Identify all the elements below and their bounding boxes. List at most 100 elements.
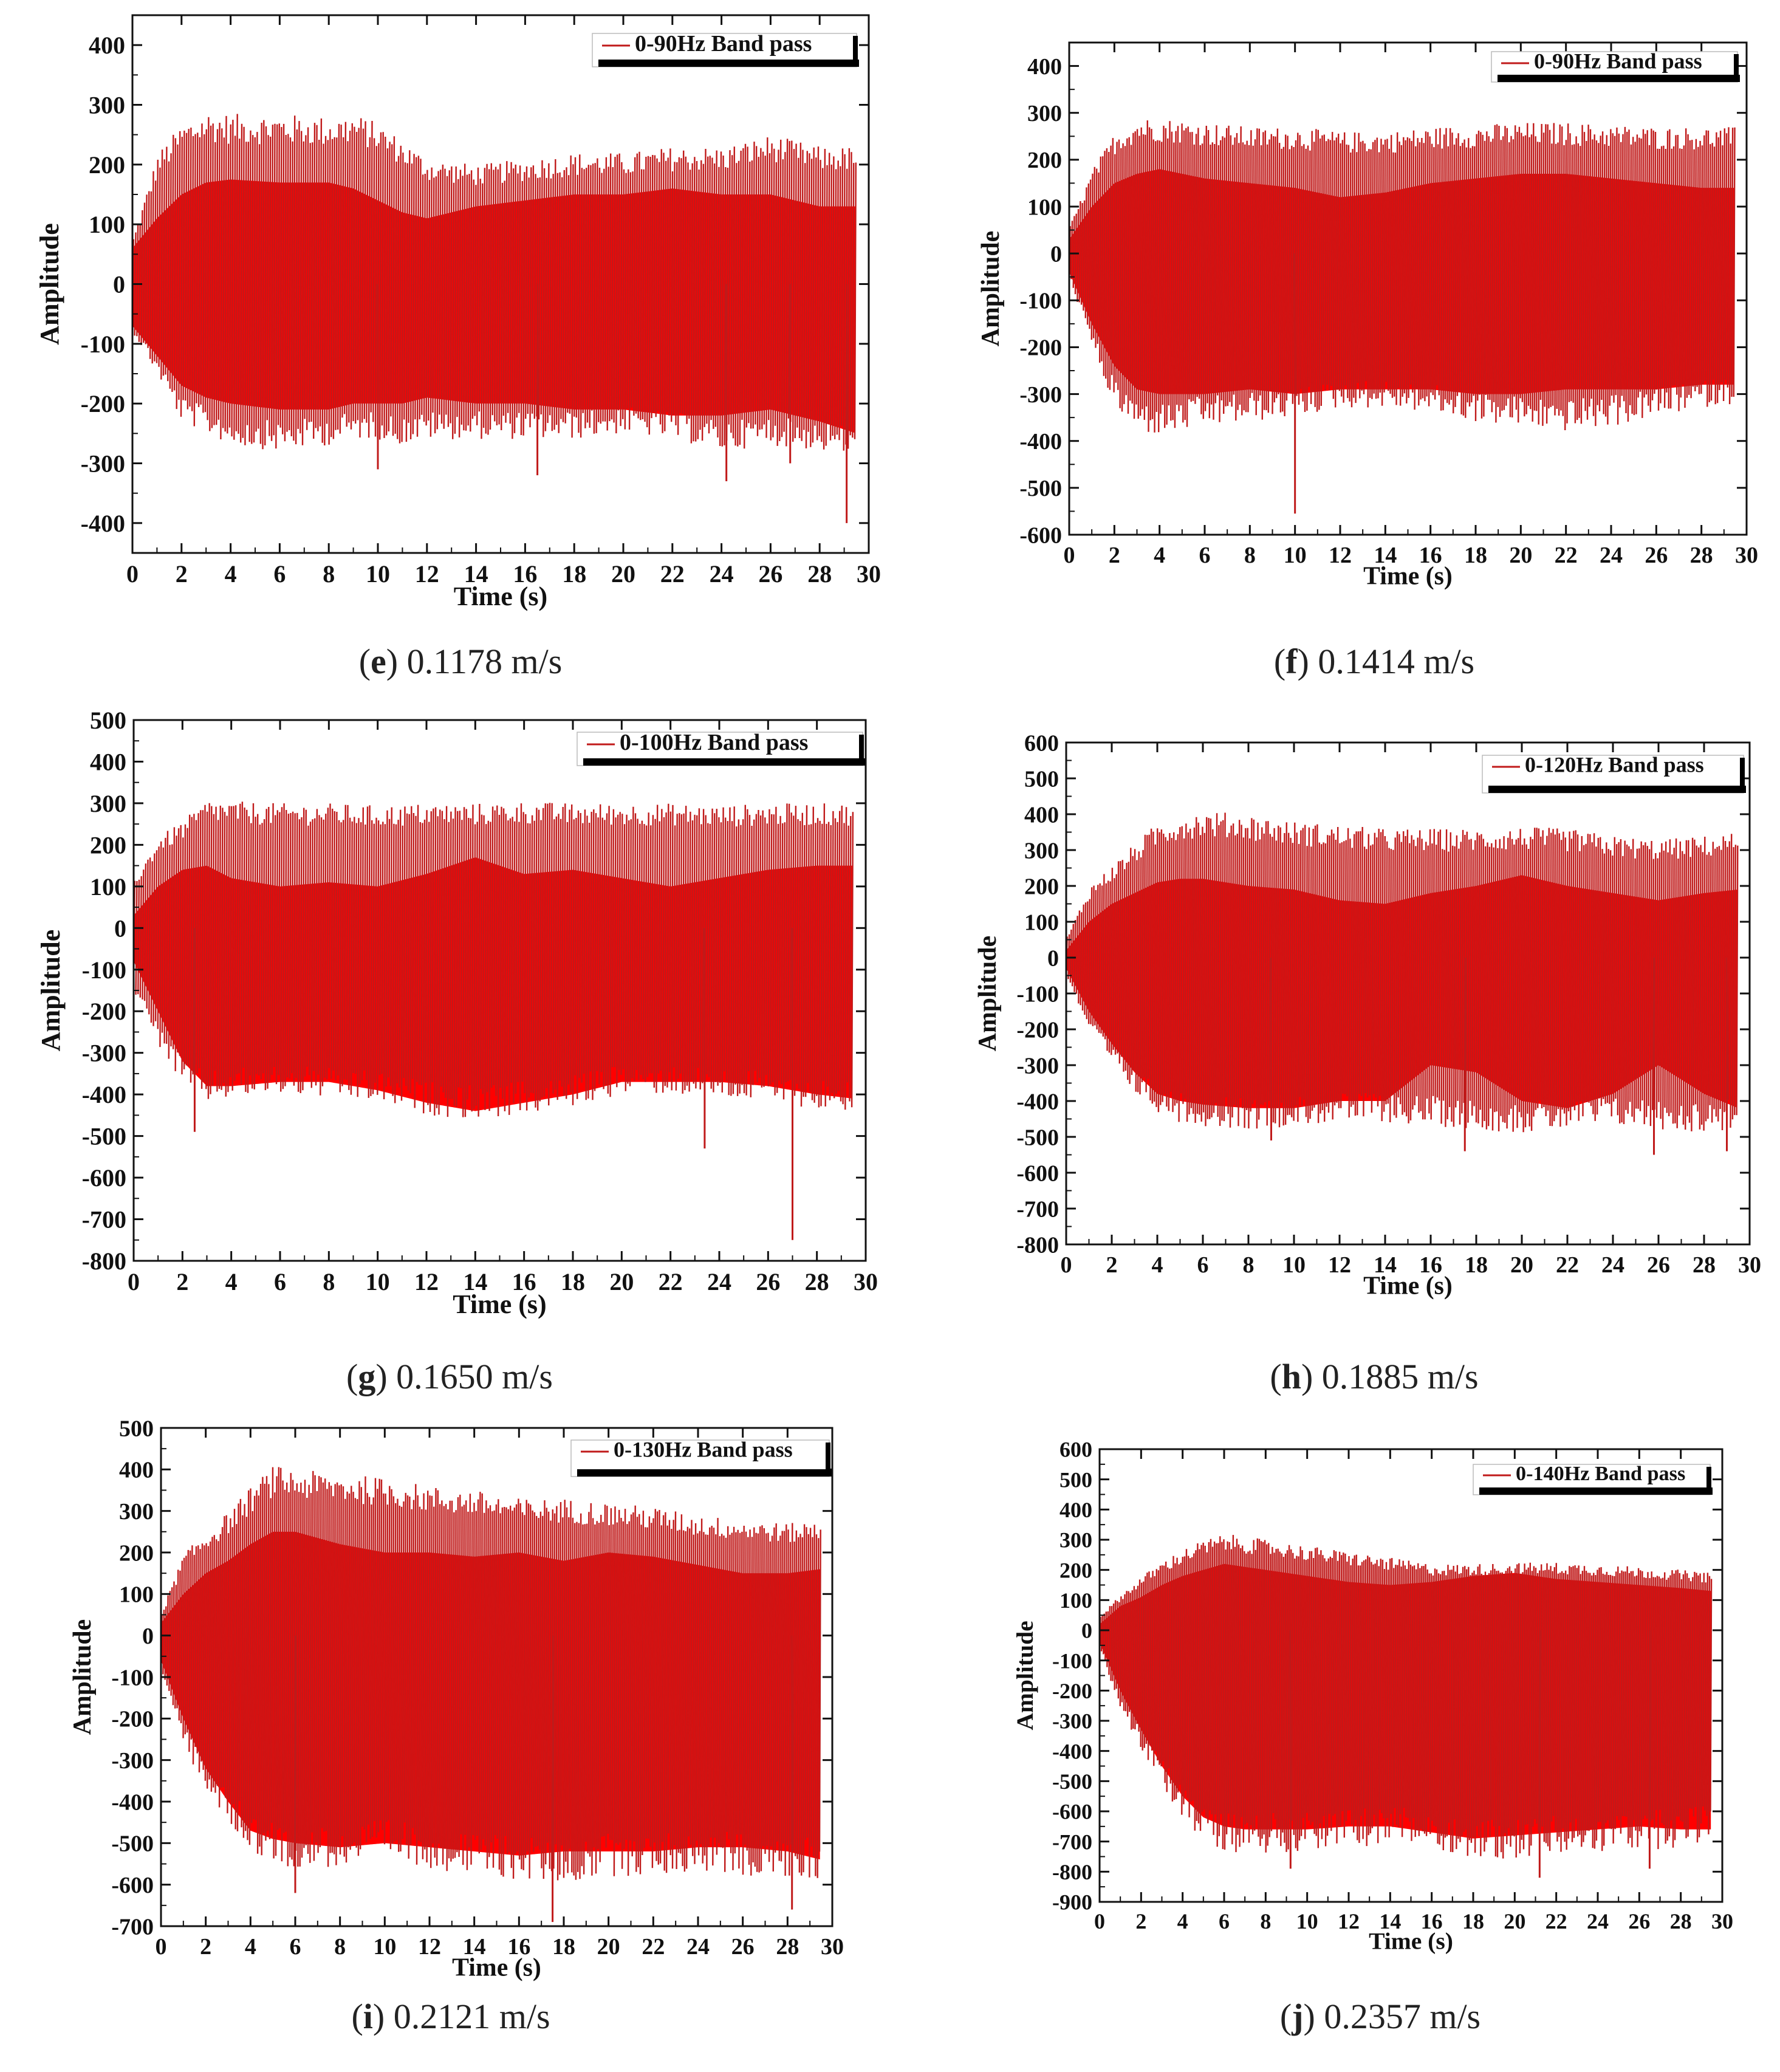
x-tick-label: 26	[731, 1934, 755, 1960]
legend-label: 0-100Hz Band pass	[620, 730, 808, 755]
y-tick-label: 400	[90, 748, 126, 775]
y-tick-label: -700	[1016, 1196, 1059, 1222]
y-tick-label: 400	[1059, 1498, 1092, 1522]
y-tick-label: -400	[82, 1081, 126, 1108]
panel-caption-i: (i) 0.2121 m/s	[351, 1997, 550, 2036]
x-tick-label: 18	[562, 560, 586, 588]
x-tick-label: 20	[597, 1934, 620, 1960]
x-tick-label: 18	[1464, 543, 1487, 568]
y-tick-label: 200	[1024, 874, 1059, 899]
y-tick-label: -700	[1052, 1830, 1092, 1854]
x-tick-label: 10	[1282, 1252, 1306, 1278]
x-tick-label: 2	[176, 560, 188, 588]
y-tick-label: -300	[1019, 382, 1062, 408]
y-axis-title: Amplitude	[35, 223, 64, 345]
y-tick-label: -300	[1052, 1709, 1092, 1734]
x-tick-label: 30	[1735, 543, 1758, 568]
y-tick-label: -200	[82, 998, 126, 1025]
y-tick-label: 300	[89, 92, 125, 119]
x-tick-label: 28	[1693, 1252, 1716, 1278]
x-axis-title: Time (s)	[1369, 1927, 1453, 1954]
x-tick-label: 0	[1061, 1252, 1072, 1278]
x-tick-label: 0	[128, 1268, 140, 1295]
x-tick-label: 16	[512, 1268, 536, 1295]
x-tick-label: 8	[323, 560, 335, 588]
y-axis-title: Amplitude	[977, 231, 1005, 346]
y-tick-label: -600	[111, 1873, 154, 1898]
y-tick-label: 500	[1059, 1467, 1092, 1492]
caption-value: ) 0.1414 m/s	[1298, 642, 1475, 681]
x-tick-label: 12	[414, 1268, 439, 1295]
x-tick-label: 28	[807, 560, 832, 588]
legend-h: 0-120Hz Band pass	[1482, 752, 1746, 794]
y-tick-label: 400	[1027, 54, 1062, 80]
y-tick-label: -200	[81, 390, 125, 417]
y-tick-label: -700	[82, 1206, 126, 1233]
y-tick-label: 0	[1047, 945, 1059, 971]
y-tick-label: -500	[1052, 1769, 1092, 1794]
legend-label: 0-90Hz Band pass	[635, 31, 812, 57]
y-tick-label: 400	[89, 32, 125, 59]
legend-e: 0-90Hz Band pass	[592, 31, 859, 67]
x-tick-label: 4	[1177, 1909, 1188, 1933]
caption-paren-open: (	[1274, 642, 1285, 681]
x-tick-label: 8	[1243, 1252, 1255, 1278]
legend-g: 0-100Hz Band pass	[577, 730, 865, 766]
y-tick-label: 100	[1024, 910, 1059, 935]
y-tick-label: 200	[119, 1540, 154, 1566]
x-tick-label: 4	[1152, 1252, 1163, 1278]
x-tick-label: 8	[1244, 543, 1256, 568]
y-tick-label: -200	[1019, 335, 1062, 361]
x-tick-label: 22	[642, 1934, 665, 1960]
y-axis-title: Amplitude	[1012, 1621, 1038, 1730]
x-tick-label: 10	[373, 1934, 396, 1960]
x-tick-label: 24	[710, 560, 734, 588]
x-tick-label: 22	[660, 560, 685, 588]
x-tick-label: 8	[1260, 1909, 1271, 1933]
y-tick-label: -100	[81, 331, 125, 358]
x-tick-label: 16	[1421, 1909, 1443, 1933]
panel-caption-h: (h) 0.1885 m/s	[1270, 1357, 1478, 1396]
x-tick-label: 28	[1690, 543, 1713, 568]
caption-value: ) 0.2357 m/s	[1304, 1997, 1481, 2036]
y-tick-label: -300	[111, 1748, 154, 1774]
x-tick-label: 4	[225, 560, 237, 588]
caption-paren-open: (	[1270, 1357, 1281, 1396]
chart-panel-j: 0 2 4 6 8 10 12 14 16 18 20 22 24 26 28 306005004003002…	[1012, 1438, 1733, 2036]
x-tick-label: 6	[273, 560, 286, 588]
y-tick-label: 600	[1059, 1438, 1092, 1462]
chart-panel-h: 0 2 4 6 8 10 12 14 16 18 20 22 24 26 28 306005004003002…	[974, 730, 1761, 1396]
x-tick-label: 12	[1328, 1252, 1351, 1278]
y-tick-label: -800	[1016, 1232, 1059, 1258]
y-tick-label: -100	[1052, 1648, 1092, 1673]
x-tick-label: 26	[1647, 1252, 1670, 1278]
y-tick-label: 0	[1050, 241, 1062, 267]
x-tick-label: 18	[1462, 1909, 1484, 1933]
x-tick-label: 10	[1296, 1909, 1318, 1933]
y-tick-label: -200	[111, 1707, 154, 1732]
panel-caption-e: (e) 0.1178 m/s	[359, 642, 563, 681]
caption-letter: i	[363, 1997, 373, 2036]
legend-shadow-bottom	[1488, 786, 1746, 793]
legend-shadow-right	[826, 1443, 830, 1477]
legend-label: 0-120Hz Band pass	[1525, 752, 1704, 777]
legend-shadow-right	[1734, 54, 1739, 82]
y-tick-label: -100	[1016, 981, 1059, 1007]
caption-letter: g	[358, 1357, 375, 1396]
x-tick-label: 4	[225, 1268, 238, 1295]
y-axis-title: Amplitude	[36, 930, 66, 1051]
y-tick-label: -100	[111, 1665, 154, 1690]
legend-label: 0-130Hz Band pass	[614, 1437, 793, 1461]
y-tick-label: 300	[119, 1499, 154, 1525]
x-tick-label: 14	[464, 560, 488, 588]
x-tick-label: 30	[854, 1268, 878, 1295]
x-axis-title: Time (s)	[1363, 563, 1453, 591]
y-tick-label: 0	[142, 1624, 154, 1649]
x-tick-label: 8	[323, 1268, 335, 1295]
x-tick-label: 0	[126, 560, 139, 588]
x-tick-label: 26	[1628, 1909, 1650, 1933]
x-tick-label: 20	[1504, 1909, 1525, 1933]
y-tick-label: -500	[82, 1123, 126, 1150]
x-tick-label: 24	[686, 1934, 710, 1960]
x-tick-label: 28	[805, 1268, 829, 1295]
